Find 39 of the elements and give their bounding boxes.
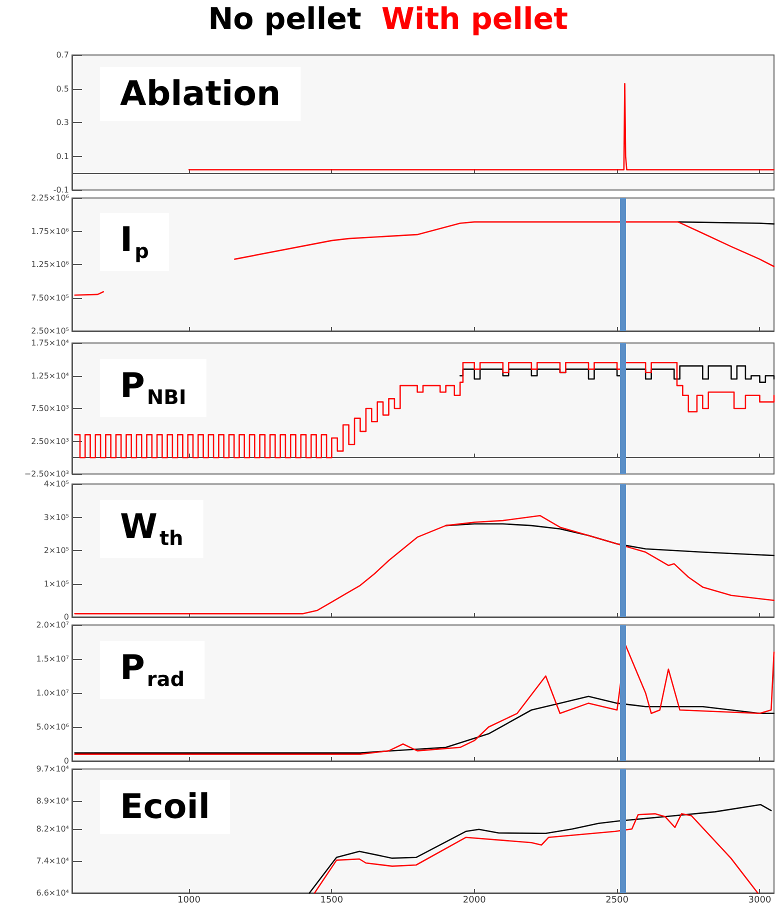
y-tick-label: 5.0×10⁶ [36,722,69,732]
y-tick-label: -0.1 [53,186,69,194]
text: Ablation [120,74,281,114]
y-tick-label: 1.75×10⁴ [31,338,69,348]
y-tick-label: 1.25×10⁴ [31,371,69,380]
y-tick-label: 0.1 [56,152,69,161]
y-tick-label: 2.50×10³ [31,436,69,446]
y-tick-label: 7.4×10⁴ [36,856,69,866]
text: Ecoil [120,787,210,827]
y-tick-label: 1.75×10⁶ [31,226,69,236]
y-tick-label: 2×10⁵ [44,546,69,555]
y-tick-label: 0.3 [56,118,69,127]
y-tick-label: 2.0×10⁷ [36,620,69,630]
text: With pellet [381,2,568,37]
text: No pellet [208,2,362,37]
y-tick-label: 2.50×10⁵ [31,326,69,336]
y-tick-label: −2.50×10³ [24,470,69,478]
y-tick-label: 1×10⁵ [44,579,69,588]
y-tick-label: 3×10⁵ [44,512,69,522]
x-tick-label: 2000 [462,896,486,906]
y-tick-label: 1.0×10⁷ [36,688,69,698]
y-tick-label: 8.2×10⁴ [36,824,69,834]
y-tick-label: 6.6×10⁴ [36,888,69,898]
y-tick-label: 1.25×10⁶ [31,260,69,269]
x-tick-label: 3000 [748,896,772,906]
y-tick-label: 0.5 [56,84,69,94]
y-tick-label: 0 [64,756,69,766]
x-tick-label: 2500 [606,896,629,906]
y-tick-label: 1.5×10⁷ [36,654,69,664]
y-tick-label: 2.25×10⁶ [31,194,69,202]
y-tick-label: 7.50×10⁵ [31,293,69,302]
x-tick-label: 1000 [178,896,201,906]
y-tick-label: 7.50×10³ [31,404,69,413]
y-tick-label: 8.9×10⁴ [36,796,69,806]
y-tick-label: 0 [64,612,69,622]
y-tick-label: 9.7×10⁴ [36,764,69,774]
y-tick-label: 4×10⁵ [44,480,69,488]
y-tick-label: 0.7 [56,50,69,60]
x-tick-label: 1500 [320,896,344,906]
